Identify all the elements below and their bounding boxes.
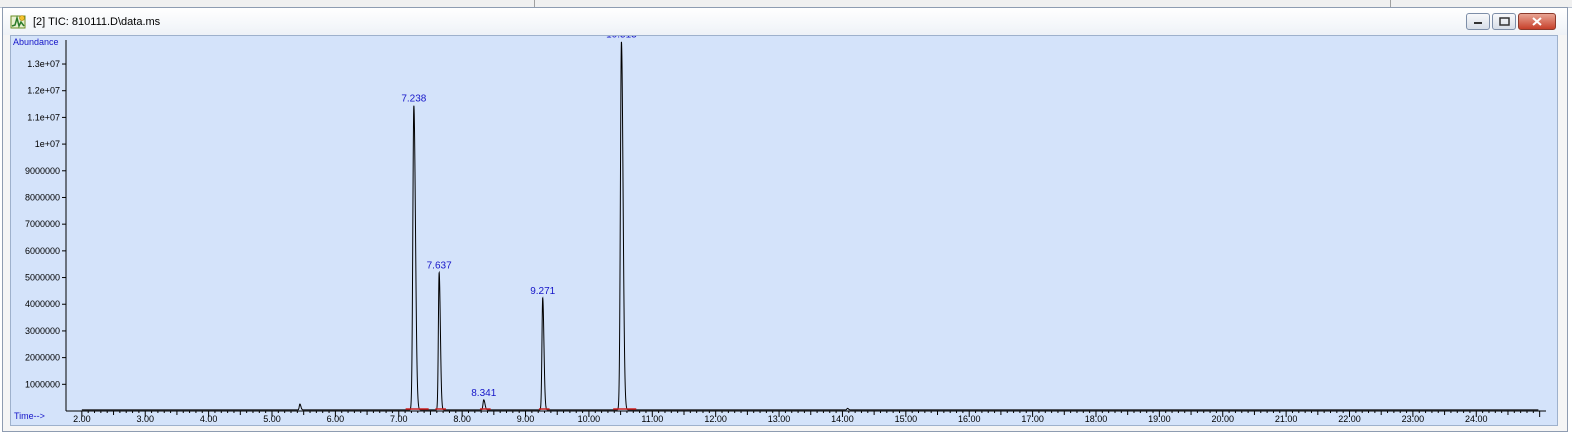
y-tick-label: 6000000 (25, 246, 60, 256)
x-tick-label: 9.00 (517, 414, 535, 424)
x-tick-label: 4.00 (200, 414, 218, 424)
x-tick-label: 11.00 (641, 414, 663, 424)
window-titlebar[interactable]: [2] TIC: 810111.D\data.ms (3, 8, 1567, 35)
peak-rt-label: 7.238 (401, 94, 426, 105)
x-tick-label: 7.00 (390, 414, 408, 424)
tic-trace-line (81, 41, 1539, 411)
peak-rt-label: 7.637 (427, 261, 452, 272)
peak-rt-label: 9.271 (530, 286, 555, 297)
x-tick-label: 17.00 (1021, 414, 1044, 424)
x-tick-label: 14.00 (831, 414, 854, 424)
y-tick-label: 1e+07 (35, 139, 60, 149)
top-strip-divider (534, 0, 535, 7)
tic-chromatogram-chart: 1000000 2000000 3000000 4000000 5000000 60000… (13, 30, 1546, 424)
peak-rt-label: 8.341 (471, 388, 496, 399)
y-tick-label: 1.3e+07 (27, 59, 60, 69)
window-title: [2] TIC: 810111.D\data.ms (33, 16, 161, 28)
y-axis-label: Abundance (13, 37, 59, 47)
y-tick-label: 7000000 (25, 219, 60, 229)
close-icon (1532, 17, 1542, 26)
chromatogram-app-icon (10, 15, 26, 29)
x-tick-label: 22.00 (1338, 414, 1361, 424)
x-tick-label: 6.00 (327, 414, 345, 424)
x-tick-label: 2.00 (73, 414, 91, 424)
y-tick-label: 5000000 (25, 273, 60, 283)
restore-icon (1499, 17, 1510, 26)
x-tick-label: 18.00 (1085, 414, 1108, 424)
x-tick-label: 5.00 (263, 414, 281, 424)
x-tick-label: 10.00 (578, 414, 601, 424)
y-tick-label: 3000000 (25, 326, 60, 336)
x-tick-label: 13.00 (768, 414, 791, 424)
y-tick-label: 2000000 (25, 353, 60, 363)
y-tick-label: 1.2e+07 (27, 86, 60, 96)
chromatogram-window: [2] TIC: 810111.D\data.ms 1000000 2000000… (2, 7, 1568, 432)
close-button[interactable] (1518, 13, 1556, 30)
x-tick-label: 20.00 (1211, 414, 1234, 424)
restore-button[interactable] (1492, 13, 1516, 30)
x-tick-label: 21.00 (1275, 414, 1298, 424)
y-tick-label: 8000000 (25, 192, 60, 202)
x-tick-label: 19.00 (1148, 414, 1171, 424)
y-tick-label: 1.1e+07 (27, 112, 60, 122)
y-tick-label: 9000000 (25, 166, 60, 176)
x-tick-label: 8.00 (453, 414, 471, 424)
x-axis-label: Time--> (14, 411, 45, 421)
chromatogram-plot-area[interactable]: 1000000 2000000 3000000 4000000 5000000 60000… (10, 30, 1558, 426)
x-tick-label: 24.00 (1465, 414, 1488, 424)
y-tick-label: 4000000 (25, 299, 60, 309)
x-tick-label: 16.00 (958, 414, 981, 424)
y-tick-label: 1000000 (25, 379, 60, 389)
x-tick-label: 12.00 (704, 414, 727, 424)
x-tick-label: 3.00 (136, 414, 154, 424)
x-tick-label: 23.00 (1402, 414, 1425, 424)
minimize-icon (1474, 22, 1482, 24)
top-strip-divider (1390, 0, 1391, 7)
x-tick-label: 15.00 (895, 414, 918, 424)
minimize-button[interactable] (1466, 13, 1490, 30)
peak-rt-label: 10.513 (606, 36, 637, 41)
